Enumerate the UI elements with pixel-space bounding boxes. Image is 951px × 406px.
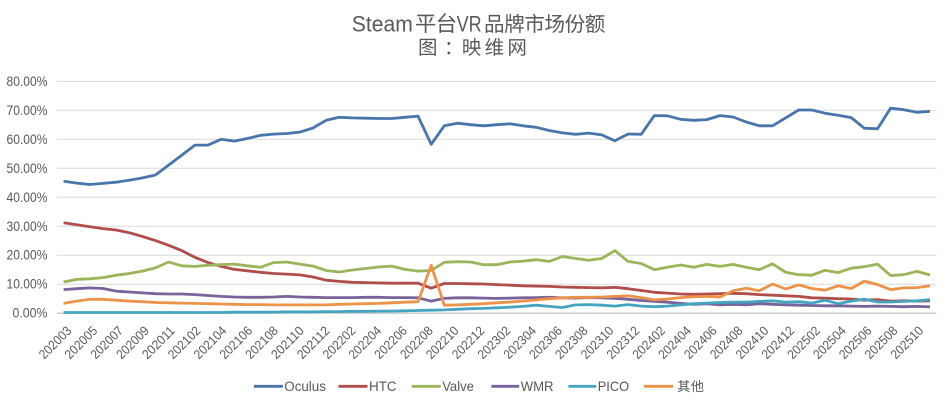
svg-text:WMR: WMR <box>521 378 554 394</box>
svg-text:50.00%: 50.00% <box>7 161 48 176</box>
svg-text:80.00%: 80.00% <box>7 74 48 89</box>
svg-text:30.00%: 30.00% <box>7 219 48 234</box>
svg-text:60.00%: 60.00% <box>7 132 48 147</box>
svg-text:70.00%: 70.00% <box>7 103 48 118</box>
svg-text:HTC: HTC <box>369 378 397 394</box>
svg-text:0.00%: 0.00% <box>13 306 48 321</box>
svg-text:PICO: PICO <box>598 378 630 394</box>
svg-text:VR: VR <box>457 12 482 37</box>
svg-text:Valve: Valve <box>442 378 474 394</box>
svg-text:40.00%: 40.00% <box>7 190 48 205</box>
svg-text:Oculus: Oculus <box>284 378 326 394</box>
svg-text:Steam: Steam <box>352 12 413 37</box>
svg-text:20.00%: 20.00% <box>7 248 48 263</box>
svg-text:10.00%: 10.00% <box>7 277 48 292</box>
